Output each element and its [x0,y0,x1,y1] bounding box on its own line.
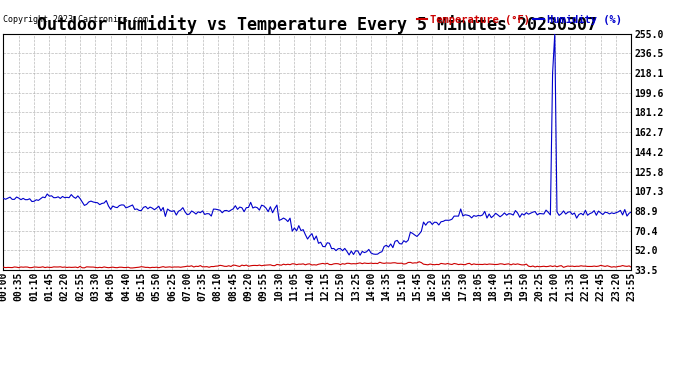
Legend: Temperature (°F), Humidity (%): Temperature (°F), Humidity (%) [413,10,626,29]
Text: Copyright 2023 Cartronics.com: Copyright 2023 Cartronics.com [3,15,148,24]
Title: Outdoor Humidity vs Temperature Every 5 Minutes 20230307: Outdoor Humidity vs Temperature Every 5 … [37,15,598,34]
